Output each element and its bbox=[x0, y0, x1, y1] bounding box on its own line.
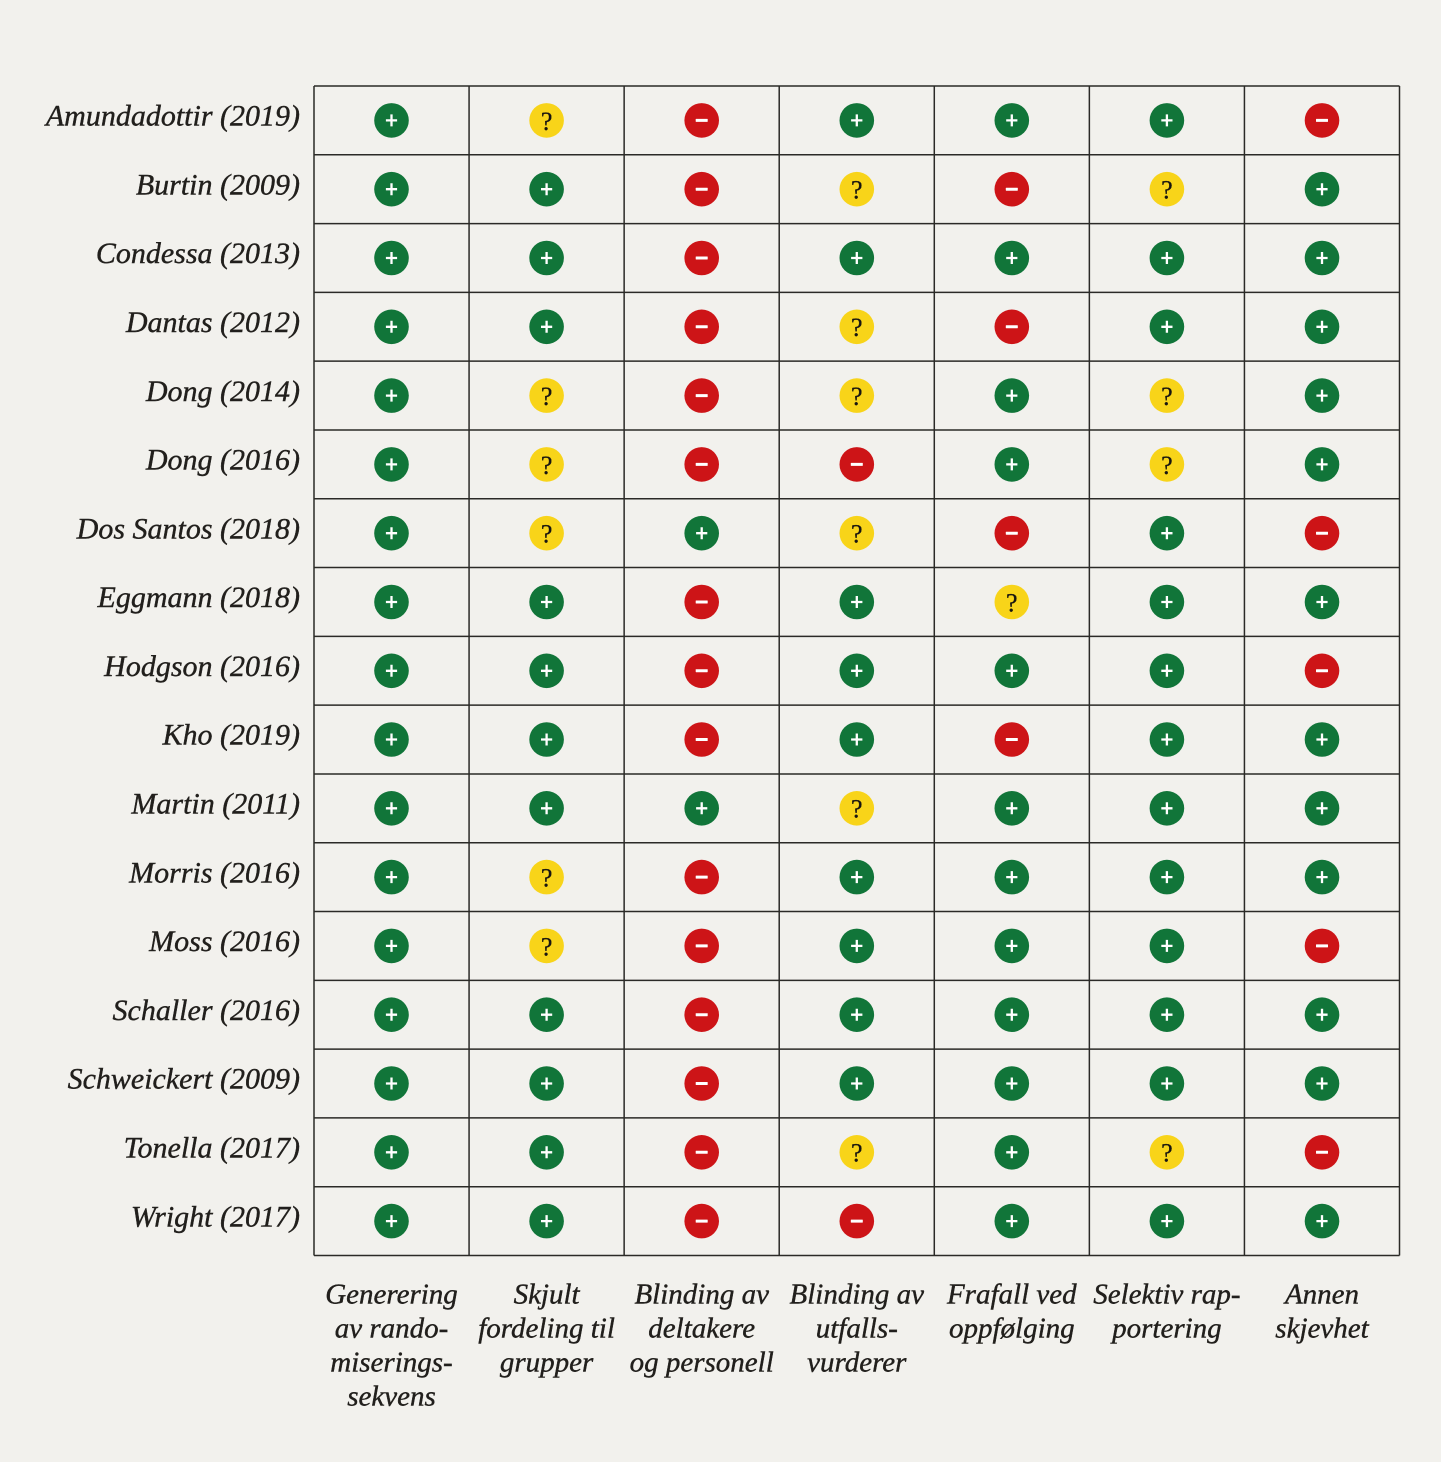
svg-text:utfalls-: utfalls- bbox=[816, 1313, 898, 1345]
svg-text:Skjult: Skjult bbox=[514, 1279, 581, 1311]
svg-text:?: ? bbox=[541, 864, 553, 893]
svg-text:portering: portering bbox=[1110, 1313, 1222, 1345]
svg-text:?: ? bbox=[851, 795, 863, 824]
svg-text:Condessa (2013): Condessa (2013) bbox=[96, 237, 300, 270]
svg-text:Blinding av: Blinding av bbox=[634, 1279, 769, 1311]
svg-text:?: ? bbox=[541, 520, 553, 549]
svg-text:?: ? bbox=[541, 107, 553, 136]
svg-text:Eggmann (2018): Eggmann (2018) bbox=[97, 581, 300, 614]
svg-text:?: ? bbox=[1161, 1139, 1173, 1168]
svg-text:?: ? bbox=[851, 313, 863, 342]
svg-text:og personell: og personell bbox=[630, 1347, 774, 1379]
svg-text:Selektiv rap-: Selektiv rap- bbox=[1093, 1279, 1240, 1311]
svg-text:Hodgson (2016): Hodgson (2016) bbox=[103, 650, 300, 683]
svg-text:Kho (2019): Kho (2019) bbox=[162, 719, 301, 752]
svg-text:?: ? bbox=[1161, 176, 1173, 205]
svg-text:Schweickert (2009): Schweickert (2009) bbox=[68, 1063, 300, 1096]
svg-text:vurderer: vurderer bbox=[807, 1347, 907, 1379]
svg-text:Dantas (2012): Dantas (2012) bbox=[125, 306, 300, 339]
svg-text:?: ? bbox=[1006, 588, 1018, 617]
svg-text:Generering: Generering bbox=[325, 1279, 458, 1311]
svg-text:?: ? bbox=[851, 382, 863, 411]
svg-text:miserings-: miserings- bbox=[330, 1347, 452, 1379]
svg-text:Frafall ved: Frafall ved bbox=[946, 1279, 1077, 1311]
svg-text:?: ? bbox=[1161, 382, 1173, 411]
svg-text:Martin (2011): Martin (2011) bbox=[130, 788, 300, 821]
svg-text:?: ? bbox=[851, 176, 863, 205]
svg-text:Morris (2016): Morris (2016) bbox=[128, 856, 300, 889]
svg-text:?: ? bbox=[1161, 451, 1173, 480]
svg-text:Burtin (2009): Burtin (2009) bbox=[136, 168, 300, 201]
svg-text:?: ? bbox=[541, 451, 553, 480]
svg-text:?: ? bbox=[541, 932, 553, 961]
svg-text:fordeling til: fordeling til bbox=[478, 1313, 615, 1345]
svg-text:deltakere: deltakere bbox=[648, 1313, 755, 1345]
svg-text:Schaller (2016): Schaller (2016) bbox=[113, 994, 300, 1027]
svg-text:sekvens: sekvens bbox=[347, 1381, 436, 1413]
svg-text:Moss (2016): Moss (2016) bbox=[148, 925, 300, 958]
svg-text:Dos Santos (2018): Dos Santos (2018) bbox=[76, 512, 300, 545]
svg-text:Tonella (2017): Tonella (2017) bbox=[124, 1132, 300, 1165]
svg-text:Wright (2017): Wright (2017) bbox=[131, 1200, 300, 1233]
svg-text:Amundadottir (2019): Amundadottir (2019) bbox=[44, 100, 300, 133]
svg-text:skjevhet: skjevhet bbox=[1275, 1313, 1369, 1345]
svg-text:av rando-: av rando- bbox=[335, 1313, 449, 1345]
svg-text:?: ? bbox=[541, 382, 553, 411]
svg-text:Dong (2014): Dong (2014) bbox=[145, 375, 300, 408]
svg-text:Dong (2016): Dong (2016) bbox=[145, 444, 300, 477]
svg-text:grupper: grupper bbox=[500, 1347, 594, 1379]
svg-text:oppfølging: oppfølging bbox=[949, 1313, 1075, 1345]
svg-text:Blinding av: Blinding av bbox=[790, 1279, 925, 1311]
svg-text:Annen: Annen bbox=[1283, 1279, 1359, 1311]
svg-text:?: ? bbox=[851, 1139, 863, 1168]
svg-text:?: ? bbox=[851, 520, 863, 549]
